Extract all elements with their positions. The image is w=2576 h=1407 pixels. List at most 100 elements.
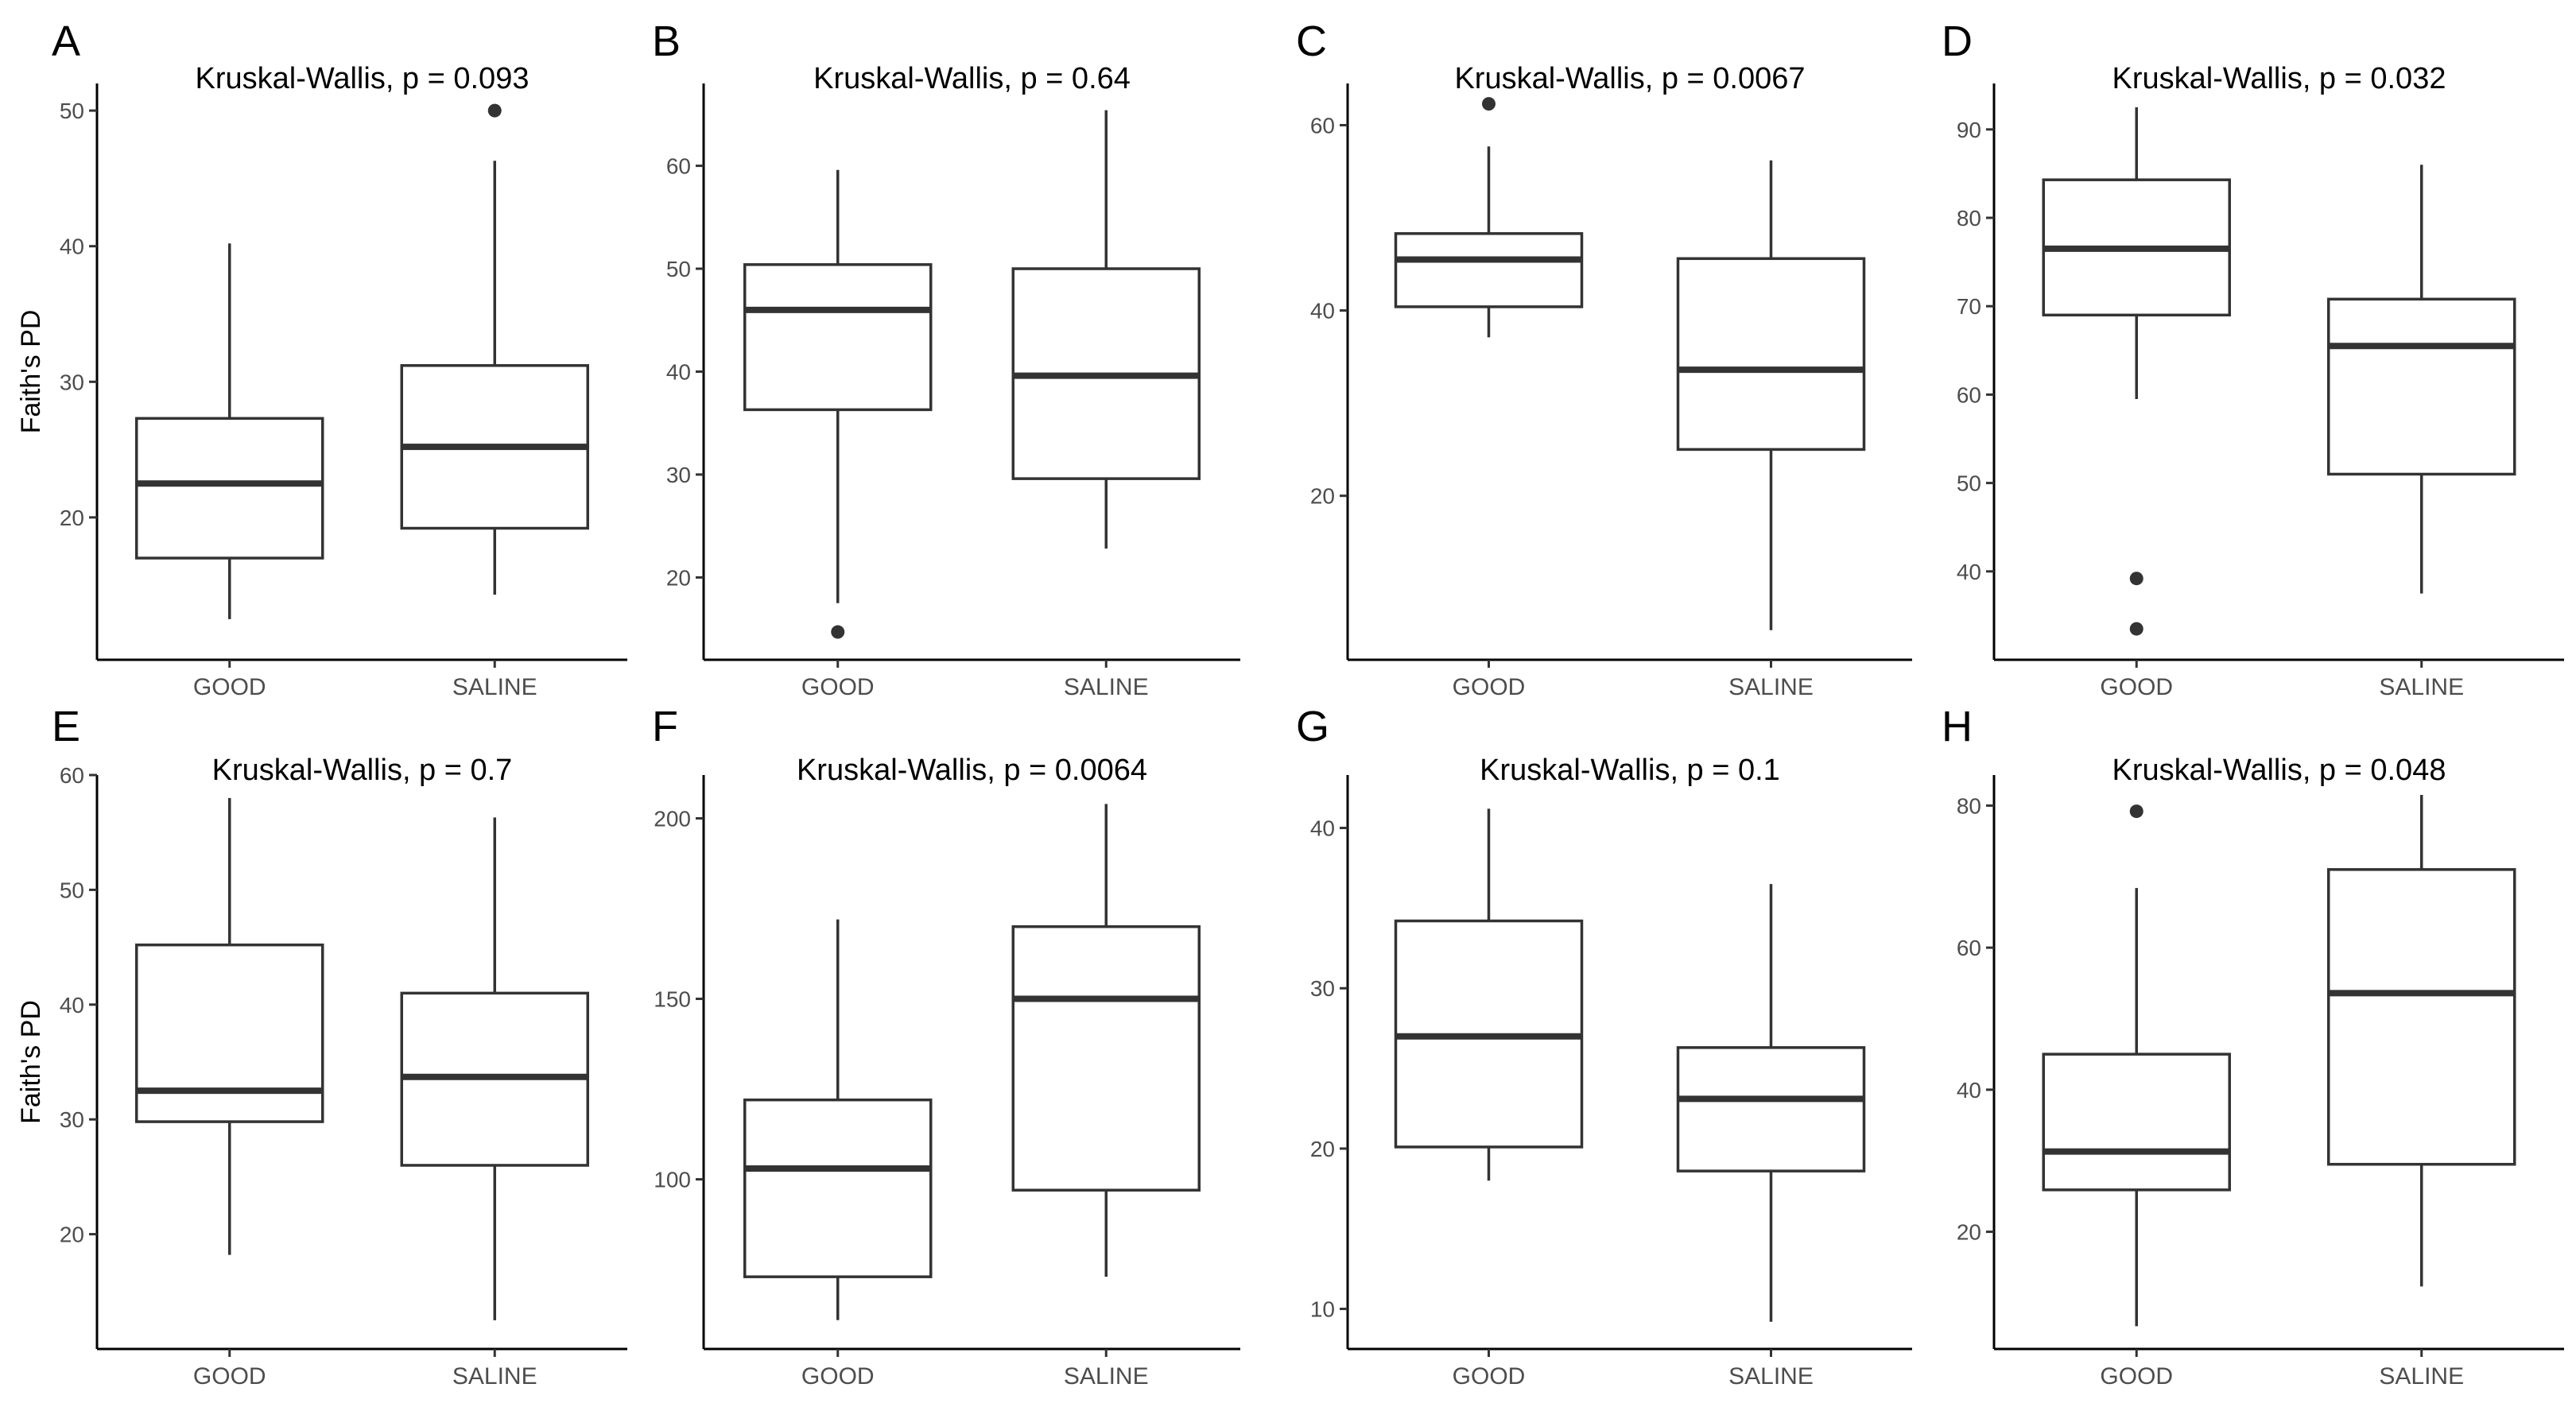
y-tick-label: 150 — [654, 987, 691, 1012]
panel-letter: D — [1942, 17, 1973, 65]
x-tick-label: SALINE — [2379, 674, 2464, 700]
box-saline — [2327, 165, 2516, 594]
panel-g: G Kruskal-Wallis, p = 0.1 10 20 30 40 GOOD SALI… — [1296, 703, 1912, 1390]
y-tick-label: 60 — [1957, 382, 1981, 407]
y-tick-label: 60 — [1310, 113, 1335, 138]
y-tick-label: 30 — [60, 370, 84, 394]
outlier-point — [831, 625, 845, 639]
panel-letter: C — [1296, 17, 1327, 65]
iqr-box — [2042, 1052, 2231, 1192]
y-tick-label: 60 — [666, 154, 691, 179]
iqr-box — [743, 263, 933, 412]
iqr-box — [135, 943, 324, 1123]
y-tick-label: 100 — [654, 1168, 691, 1192]
y-tick-label: 40 — [60, 993, 84, 1017]
x-tick-label: SALINE — [1064, 674, 1149, 700]
outlier-point — [1482, 97, 1496, 111]
y-tick-label: 30 — [1310, 976, 1335, 1001]
outlier-point — [487, 103, 502, 118]
box-good — [1394, 97, 1584, 338]
x-tick-label: SALINE — [452, 674, 537, 700]
box-good — [743, 169, 933, 639]
y-tick-label: 20 — [1310, 1137, 1335, 1161]
box-good — [743, 919, 933, 1320]
chart-title: Kruskal-Wallis, p = 0.093 — [196, 62, 530, 95]
y-tick-label: 40 — [666, 360, 691, 385]
box-good — [135, 797, 324, 1255]
panel-b: B Kruskal-Wallis, p = 0.64 20 30 40 50 60 GOOD S… — [652, 17, 1240, 700]
y-tick-label: 200 — [654, 806, 691, 831]
box-good — [2042, 107, 2231, 636]
y-tick-label: 50 — [1957, 471, 1981, 496]
iqr-box — [1394, 232, 1584, 308]
iqr-box — [743, 1098, 933, 1278]
y-tick-label: 50 — [60, 878, 84, 902]
y-tick-label: 10 — [1310, 1297, 1335, 1322]
chart-title: Kruskal-Wallis, p = 0.0064 — [797, 754, 1147, 787]
panel-c: C Kruskal-Wallis, p = 0.0067 20 40 60 GOOD SAL… — [1296, 17, 1912, 700]
y-tick-label: 50 — [666, 257, 691, 281]
y-tick-label: 60 — [60, 763, 84, 788]
panel-letter: F — [652, 703, 678, 750]
panel-a: A Kruskal-Wallis, p = 0.093 Faith's PD 20 30… — [16, 17, 627, 700]
iqr-box — [1011, 924, 1201, 1192]
x-tick-label: SALINE — [2379, 1363, 2464, 1390]
y-tick-label: 40 — [1957, 1078, 1981, 1103]
y-tick-label: 80 — [1957, 793, 1981, 818]
x-tick-label: GOOD — [801, 674, 875, 700]
chart-title: Kruskal-Wallis, p = 0.048 — [2112, 754, 2446, 787]
chart-title: Kruskal-Wallis, p = 0.7 — [212, 754, 513, 787]
box-good — [2042, 804, 2231, 1327]
x-tick-label: SALINE — [1064, 1363, 1149, 1390]
y-tick-label: 20 — [1310, 484, 1335, 509]
y-tick-label: 80 — [1957, 206, 1981, 231]
x-tick-label: SALINE — [1728, 1363, 1814, 1390]
panel-letter: B — [652, 17, 681, 65]
x-tick-label: GOOD — [801, 1363, 875, 1390]
y-axis-label: Faith's PD — [16, 310, 46, 434]
panel-letter: G — [1296, 703, 1329, 750]
x-tick-label: GOOD — [2100, 674, 2173, 700]
y-tick-label: 40 — [1310, 299, 1335, 324]
y-tick-label: 40 — [1957, 560, 1981, 584]
y-tick-label: 20 — [1957, 1220, 1981, 1245]
iqr-box — [2327, 868, 2516, 1166]
x-tick-label: GOOD — [2100, 1363, 2173, 1390]
x-tick-label: GOOD — [193, 1363, 266, 1390]
y-axis-label: Faith's PD — [16, 1000, 46, 1124]
outlier-point — [2129, 622, 2143, 636]
y-tick-label: 60 — [1957, 936, 1981, 960]
box-saline — [400, 817, 589, 1320]
box-good — [1394, 808, 1584, 1181]
x-tick-label: GOOD — [1453, 1363, 1526, 1390]
y-tick-label: 40 — [1310, 816, 1335, 841]
y-tick-label: 20 — [60, 1223, 84, 1247]
outlier-point — [2129, 804, 2143, 819]
x-tick-label: SALINE — [1728, 674, 1814, 700]
y-tick-label: 40 — [60, 234, 84, 259]
chart-title: Kruskal-Wallis, p = 0.032 — [2112, 62, 2446, 95]
box-saline — [400, 103, 589, 595]
iqr-box — [2327, 297, 2516, 476]
box-saline — [1011, 110, 1201, 549]
chart-title: Kruskal-Wallis, p = 0.0067 — [1454, 62, 1805, 95]
chart-title: Kruskal-Wallis, p = 0.1 — [1480, 754, 1780, 787]
box-saline — [1676, 160, 1866, 630]
y-tick-label: 20 — [666, 565, 691, 590]
panel-letter: E — [52, 703, 80, 750]
panel-f: F Kruskal-Wallis, p = 0.0064 100 150 200 GOOD… — [652, 703, 1240, 1390]
panel-d: D Kruskal-Wallis, p = 0.032 40 50 60 70 80 90 GO… — [1942, 17, 2564, 700]
y-tick-label: 90 — [1957, 118, 1981, 142]
y-tick-label: 50 — [60, 99, 84, 123]
y-tick-label: 70 — [1957, 294, 1981, 319]
panel-e: E Kruskal-Wallis, p = 0.7 Faith's PD 20 30 40… — [16, 703, 627, 1390]
box-saline — [1011, 804, 1201, 1277]
y-tick-label: 30 — [666, 463, 691, 487]
y-tick-label: 20 — [60, 506, 84, 530]
panel-letter: A — [52, 17, 80, 65]
outlier-point — [2129, 572, 2143, 586]
box-saline — [1676, 884, 1866, 1322]
box-good — [135, 243, 324, 619]
x-tick-label: SALINE — [452, 1363, 537, 1390]
